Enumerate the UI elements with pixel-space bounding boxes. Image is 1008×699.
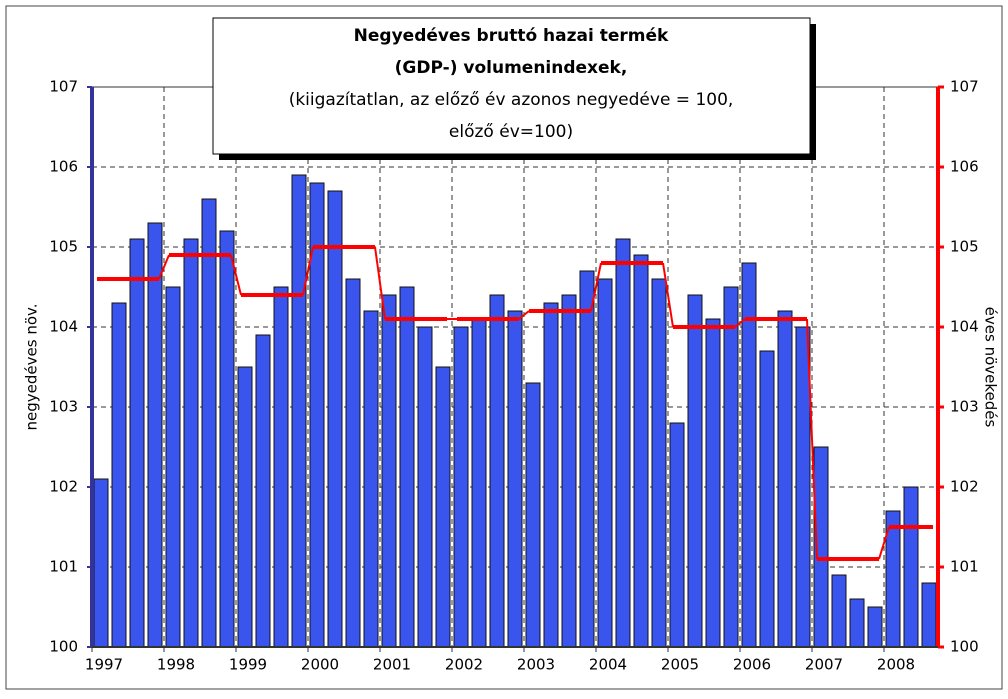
bar: [273, 286, 289, 648]
bar: [255, 334, 271, 648]
y2-tick-label: 107: [950, 78, 979, 96]
bar: [867, 606, 883, 648]
x-tick-label: 2002: [445, 656, 483, 674]
bar: [777, 310, 793, 648]
step-connector: [734, 318, 746, 328]
bar: [921, 582, 937, 648]
bar: [633, 254, 649, 648]
x-tick-label: 2005: [661, 656, 699, 674]
bar: [849, 598, 865, 648]
x-tick-label: 1997: [85, 656, 123, 674]
y2-tick-label: 106: [950, 158, 979, 176]
bar: [291, 174, 307, 648]
bar: [561, 294, 577, 648]
bar: [183, 238, 199, 648]
x-tick-label: 2001: [373, 656, 411, 674]
x-tick-label: 2003: [517, 656, 555, 674]
y2-tick-label: 105: [950, 238, 979, 256]
bar: [147, 222, 163, 648]
y2-tick-label: 100: [950, 638, 979, 656]
bar: [165, 286, 181, 648]
bar: [129, 238, 145, 648]
bar: [363, 310, 379, 648]
chart-title: (GDP-) volumenindexek,: [395, 58, 628, 78]
bar: [435, 366, 451, 648]
bar: [687, 294, 703, 648]
y2-tick-label: 104: [950, 318, 979, 336]
bar: [381, 294, 397, 648]
bar: [903, 486, 919, 648]
bar: [579, 270, 595, 648]
bar: [651, 278, 667, 648]
bar: [219, 230, 235, 648]
bar: [597, 278, 613, 648]
y-tick-label: 104: [49, 318, 78, 336]
step-connector: [518, 310, 530, 320]
y-tick-label: 101: [49, 558, 78, 576]
y2-tick-label: 103: [950, 398, 979, 416]
x-tick-label: 2000: [301, 656, 339, 674]
x-tick-label: 2004: [589, 656, 627, 674]
bar: [525, 382, 541, 648]
x-tick-label: 1999: [229, 656, 267, 674]
x-tick-label: 2006: [733, 656, 771, 674]
bar: [93, 478, 109, 648]
bar: [759, 350, 775, 648]
chart-title: Negyedéves bruttó hazai termék: [354, 26, 669, 46]
bar: [669, 422, 685, 648]
y-tick-label: 106: [49, 158, 78, 176]
y-tick-label: 107: [49, 78, 78, 96]
x-tick-label: 2007: [805, 656, 843, 674]
bar: [471, 318, 487, 648]
bar: [489, 294, 505, 648]
bar: [201, 198, 217, 648]
bar: [615, 238, 631, 648]
y-tick-label: 103: [49, 398, 78, 416]
y-tick-label: 105: [49, 238, 78, 256]
step-connector: [662, 262, 674, 328]
y-axis-label: negyedéves növ.: [23, 304, 41, 431]
subtitle: (kiigazítatlan, az előző év azonos negye…: [289, 90, 734, 110]
bar: [237, 366, 253, 648]
step-connector: [806, 318, 818, 560]
step-connector: [878, 526, 890, 560]
bar: [345, 278, 361, 648]
y2-tick-label: 101: [950, 558, 979, 576]
bar: [831, 574, 847, 648]
x-tick-label: 2008: [877, 656, 915, 674]
bar: [543, 302, 559, 648]
bar: [417, 326, 433, 648]
x-tick-label: 1998: [157, 656, 195, 674]
step-connector: [158, 254, 170, 280]
bar: [453, 326, 469, 648]
y-tick-label: 102: [49, 478, 78, 496]
y-tick-label: 100: [49, 638, 78, 656]
title-box: [212, 17, 811, 155]
subtitle: előző év=100): [449, 122, 573, 142]
bar: [723, 286, 739, 648]
bar: [795, 326, 811, 648]
bar: [507, 310, 523, 648]
y2-tick-label: 102: [950, 478, 979, 496]
step-connector: [302, 246, 314, 296]
bar: [327, 190, 343, 648]
step-connector: [374, 246, 386, 320]
y2-axis-label: éves növekedés: [982, 307, 1000, 428]
step-connector: [590, 262, 602, 312]
step-connector: [230, 254, 242, 296]
bar: [399, 286, 415, 648]
bar: [705, 318, 721, 648]
bar: [111, 302, 127, 648]
